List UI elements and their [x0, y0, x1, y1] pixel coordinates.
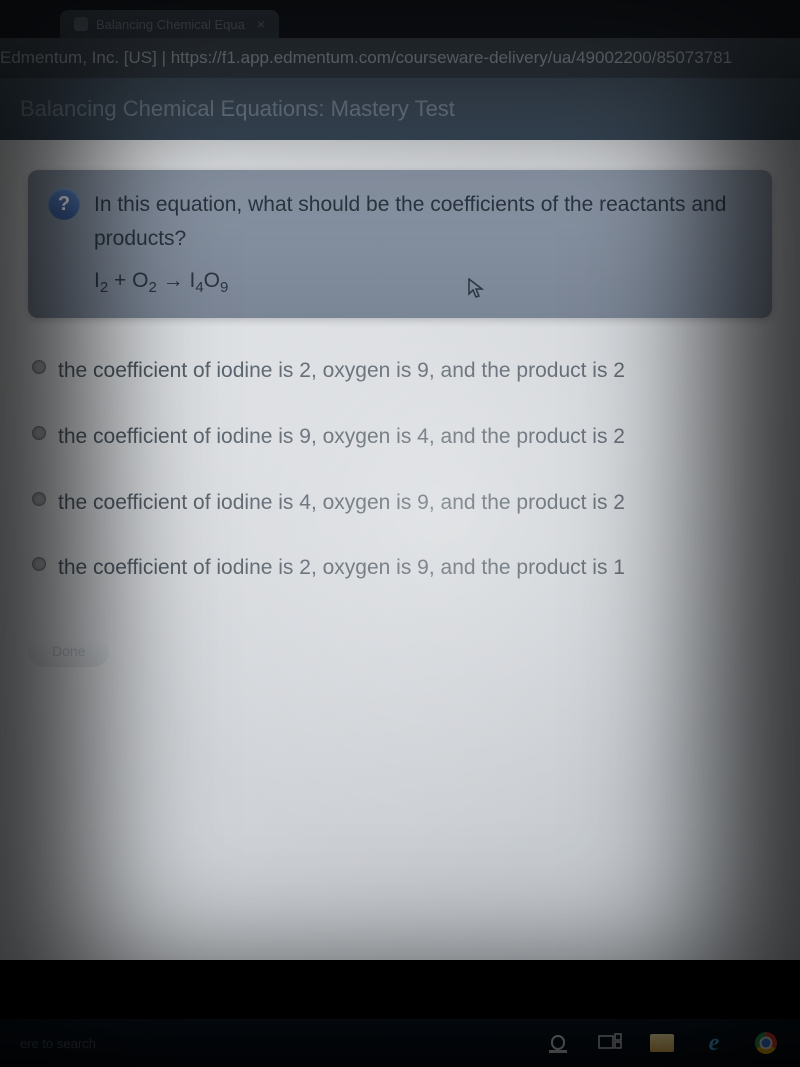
radio-icon[interactable]	[32, 492, 46, 506]
question-prompt: In this equation, what should be the coe…	[94, 188, 750, 255]
page-title: Balancing Chemical Equations: Mastery Te…	[20, 96, 455, 121]
chemical-equation: I2 + O2 → I4O9	[94, 269, 750, 296]
question-body: In this equation, what should be the coe…	[94, 188, 750, 296]
answer-option-4[interactable]: the coefficient of iodine is 2, oxygen i…	[32, 551, 768, 585]
radio-icon[interactable]	[32, 557, 46, 571]
search-hint[interactable]: ere to search	[20, 1036, 96, 1051]
answer-text: the coefficient of iodine is 2, oxygen i…	[58, 551, 625, 585]
cursor-icon	[468, 278, 486, 306]
url-separator: |	[157, 48, 171, 68]
answer-option-3[interactable]: the coefficient of iodine is 4, oxygen i…	[32, 486, 768, 520]
question-box: ? In this equation, what should be the c…	[28, 170, 772, 318]
tab-favicon-icon	[74, 17, 88, 31]
cortana-icon[interactable]	[544, 1029, 572, 1057]
answer-option-2[interactable]: the coefficient of iodine is 9, oxygen i…	[32, 420, 768, 454]
answer-options: the coefficient of iodine is 2, oxygen i…	[28, 354, 772, 584]
chrome-icon[interactable]	[752, 1029, 780, 1057]
browser-tab[interactable]: Balancing Chemical Equa ×	[60, 10, 279, 38]
done-button[interactable]: Done	[28, 635, 109, 667]
answer-text: the coefficient of iodine is 2, oxygen i…	[58, 354, 625, 388]
content-area: ? In this equation, what should be the c…	[0, 140, 800, 960]
answer-text: the coefficient of iodine is 4, oxygen i…	[58, 486, 625, 520]
browser-chrome: Balancing Chemical Equa × Edmentum, Inc.…	[0, 0, 800, 78]
radio-icon[interactable]	[32, 360, 46, 374]
taskbar-icons: e	[544, 1029, 780, 1057]
page-header: Balancing Chemical Equations: Mastery Te…	[0, 78, 800, 140]
tab-title: Balancing Chemical Equa	[96, 17, 245, 32]
url-prefix: Edmentum, Inc. [US]	[0, 48, 157, 68]
question-mark-icon: ?	[48, 188, 80, 220]
url-text: https://f1.app.edmentum.com/courseware-d…	[171, 48, 732, 68]
file-explorer-icon[interactable]	[648, 1029, 676, 1057]
internet-explorer-icon[interactable]: e	[700, 1029, 728, 1057]
address-bar[interactable]: Edmentum, Inc. [US] | https://f1.app.edm…	[0, 38, 800, 78]
windows-taskbar: ere to search e	[0, 1019, 800, 1067]
answer-text: the coefficient of iodine is 9, oxygen i…	[58, 420, 625, 454]
tab-close-icon[interactable]: ×	[257, 16, 265, 32]
task-view-icon[interactable]	[596, 1029, 624, 1057]
tab-bar: Balancing Chemical Equa ×	[0, 0, 800, 38]
radio-icon[interactable]	[32, 426, 46, 440]
answer-option-1[interactable]: the coefficient of iodine is 2, oxygen i…	[32, 354, 768, 388]
